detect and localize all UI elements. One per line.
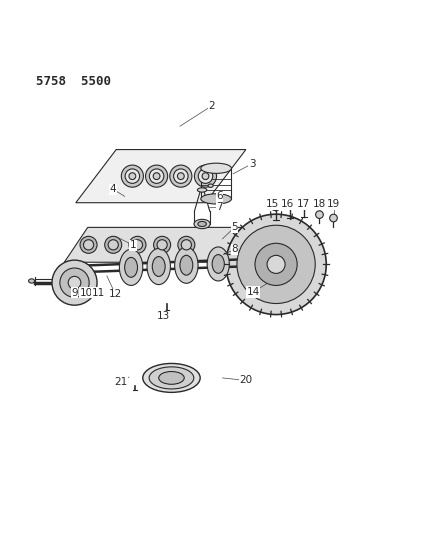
Ellipse shape — [272, 207, 279, 211]
Ellipse shape — [154, 236, 171, 253]
Ellipse shape — [201, 163, 232, 173]
Ellipse shape — [194, 219, 210, 229]
Circle shape — [330, 214, 337, 222]
Text: 12: 12 — [109, 289, 122, 299]
Polygon shape — [76, 150, 246, 203]
Text: 21: 21 — [115, 377, 128, 387]
Ellipse shape — [129, 173, 136, 180]
Text: 17: 17 — [297, 199, 310, 209]
Ellipse shape — [149, 367, 194, 389]
Text: 3: 3 — [249, 159, 256, 168]
Ellipse shape — [132, 240, 143, 250]
Ellipse shape — [143, 364, 200, 392]
Text: 11: 11 — [92, 288, 105, 298]
Ellipse shape — [208, 184, 213, 188]
Ellipse shape — [159, 372, 184, 384]
Ellipse shape — [300, 204, 308, 208]
Text: 5: 5 — [231, 222, 238, 232]
Ellipse shape — [194, 165, 217, 187]
Circle shape — [315, 211, 323, 219]
Ellipse shape — [175, 247, 198, 284]
Text: 8: 8 — [231, 245, 238, 254]
Text: 19: 19 — [327, 199, 341, 209]
Text: 15: 15 — [266, 199, 279, 209]
Polygon shape — [64, 228, 251, 262]
Text: 1: 1 — [130, 240, 137, 250]
Circle shape — [267, 255, 285, 273]
Text: 6: 6 — [216, 191, 223, 201]
Ellipse shape — [121, 165, 143, 187]
Text: 4: 4 — [110, 184, 116, 194]
Circle shape — [52, 260, 97, 305]
Ellipse shape — [286, 206, 293, 209]
Circle shape — [68, 276, 81, 289]
Ellipse shape — [146, 165, 168, 187]
Text: 18: 18 — [313, 199, 326, 209]
Ellipse shape — [80, 236, 97, 253]
Ellipse shape — [129, 236, 146, 253]
Ellipse shape — [198, 169, 213, 183]
Ellipse shape — [181, 240, 191, 250]
Ellipse shape — [152, 256, 165, 277]
Text: 20: 20 — [239, 375, 253, 385]
Text: 7: 7 — [216, 202, 223, 212]
Ellipse shape — [157, 240, 167, 250]
Ellipse shape — [180, 255, 193, 275]
Ellipse shape — [178, 236, 195, 253]
Ellipse shape — [170, 165, 192, 187]
Text: 5758  5500: 5758 5500 — [36, 75, 111, 88]
Ellipse shape — [149, 169, 164, 183]
Ellipse shape — [212, 255, 224, 273]
Text: 14: 14 — [247, 287, 260, 297]
Ellipse shape — [119, 249, 143, 286]
Circle shape — [226, 214, 326, 314]
Ellipse shape — [178, 173, 184, 180]
Text: 9: 9 — [71, 288, 78, 298]
Ellipse shape — [105, 236, 122, 253]
Circle shape — [237, 225, 315, 303]
Ellipse shape — [108, 240, 118, 250]
Text: 2: 2 — [208, 101, 215, 111]
Ellipse shape — [197, 188, 207, 192]
Text: 13: 13 — [157, 311, 170, 321]
Ellipse shape — [125, 257, 137, 277]
Ellipse shape — [153, 173, 160, 180]
Ellipse shape — [174, 169, 188, 183]
Text: 10: 10 — [80, 288, 93, 298]
Circle shape — [60, 268, 89, 297]
Text: 16: 16 — [280, 199, 294, 209]
Ellipse shape — [201, 194, 232, 204]
Ellipse shape — [83, 240, 94, 250]
Ellipse shape — [202, 173, 209, 180]
Ellipse shape — [207, 247, 229, 281]
Ellipse shape — [198, 221, 206, 227]
Ellipse shape — [29, 279, 35, 283]
Circle shape — [255, 243, 297, 286]
Ellipse shape — [147, 248, 170, 285]
Ellipse shape — [125, 169, 140, 183]
